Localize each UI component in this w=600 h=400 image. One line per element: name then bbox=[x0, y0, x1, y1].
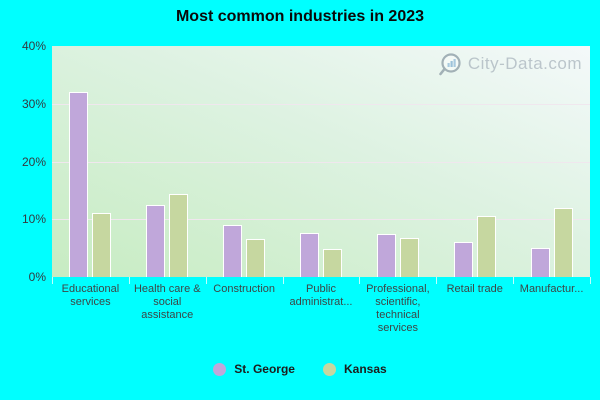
bar-group-6 bbox=[436, 46, 513, 277]
x-category-label-6: Retail trade bbox=[446, 283, 503, 295]
bar-group-2 bbox=[129, 46, 206, 277]
x-axis-labels: Educational services Health care & social… bbox=[52, 283, 590, 335]
bar-group-3 bbox=[206, 46, 283, 277]
x-tick-mark bbox=[513, 277, 515, 284]
y-tick-label-30: 30% bbox=[21, 96, 46, 111]
bar-group-5 bbox=[359, 46, 436, 277]
x-tick-mark bbox=[128, 277, 130, 284]
bar-kansas-5 bbox=[399, 237, 419, 277]
bar-kansas-2 bbox=[169, 194, 189, 277]
legend-item-kansas: Kansas bbox=[322, 362, 387, 376]
x-category-label-5: Professional, scientific, technical serv… bbox=[366, 283, 430, 334]
legend-label: Kansas bbox=[343, 362, 387, 376]
y-tick-label-20: 20% bbox=[21, 154, 46, 169]
x-tick-mark bbox=[52, 277, 53, 284]
legend-label: St. George bbox=[234, 362, 295, 376]
y-tick-label-10: 10% bbox=[21, 212, 46, 227]
legend-item-st-george: St. George bbox=[213, 362, 295, 376]
bar-st-george-3 bbox=[223, 225, 243, 277]
x-axis-ticks bbox=[52, 277, 591, 284]
chart-title: Most common industries in 2023 bbox=[175, 8, 425, 25]
legend-dot-icon bbox=[213, 362, 227, 376]
x-category-label-2: Health care & social assistance bbox=[133, 283, 201, 321]
gridline-20pct bbox=[52, 161, 590, 163]
bar-st-george-5 bbox=[376, 234, 396, 277]
x-category-label-1: Educational services bbox=[61, 283, 120, 308]
bar-kansas-6 bbox=[476, 215, 496, 277]
x-tick-mark bbox=[590, 277, 591, 284]
bar-kansas-1 bbox=[92, 213, 112, 277]
bar-kansas-7 bbox=[553, 207, 573, 277]
x-tick-mark bbox=[436, 277, 438, 284]
watermark-text: City-Data.com bbox=[467, 54, 582, 73]
gridline-10pct bbox=[52, 219, 590, 221]
bar-group-7 bbox=[513, 46, 590, 277]
plot-area: City-Data.com bbox=[52, 46, 590, 277]
x-tick-mark bbox=[205, 277, 207, 284]
x-category-label-3: Construction bbox=[213, 283, 276, 295]
bars-container bbox=[52, 46, 590, 277]
x-tick-mark bbox=[282, 277, 284, 284]
x-category-label-7: Manufactur... bbox=[519, 283, 584, 295]
bar-st-george-2 bbox=[146, 204, 166, 277]
bar-group-1 bbox=[52, 46, 129, 277]
legend-dot-icon bbox=[322, 362, 336, 376]
y-tick-label-0: 0% bbox=[28, 270, 46, 284]
bar-st-george-1 bbox=[69, 92, 89, 277]
magnifier-bars-icon bbox=[438, 51, 464, 77]
bar-st-george-4 bbox=[300, 232, 319, 277]
x-category-label-4: Public administrat... bbox=[289, 283, 353, 308]
x-tick-mark bbox=[359, 277, 361, 284]
bar-group-4 bbox=[283, 46, 360, 277]
legend: St. George Kansas bbox=[0, 362, 600, 376]
watermark-link[interactable]: City-Data.com bbox=[438, 51, 582, 77]
bar-kansas-4 bbox=[323, 248, 342, 277]
gridline-30pct bbox=[52, 103, 590, 105]
bar-st-george-6 bbox=[453, 241, 473, 277]
y-axis-labels: 40% 30% 20% 10% 0% bbox=[0, 39, 46, 284]
bar-st-george-7 bbox=[530, 247, 550, 277]
bar-kansas-3 bbox=[246, 239, 266, 277]
y-tick-label-40: 40% bbox=[21, 39, 46, 53]
